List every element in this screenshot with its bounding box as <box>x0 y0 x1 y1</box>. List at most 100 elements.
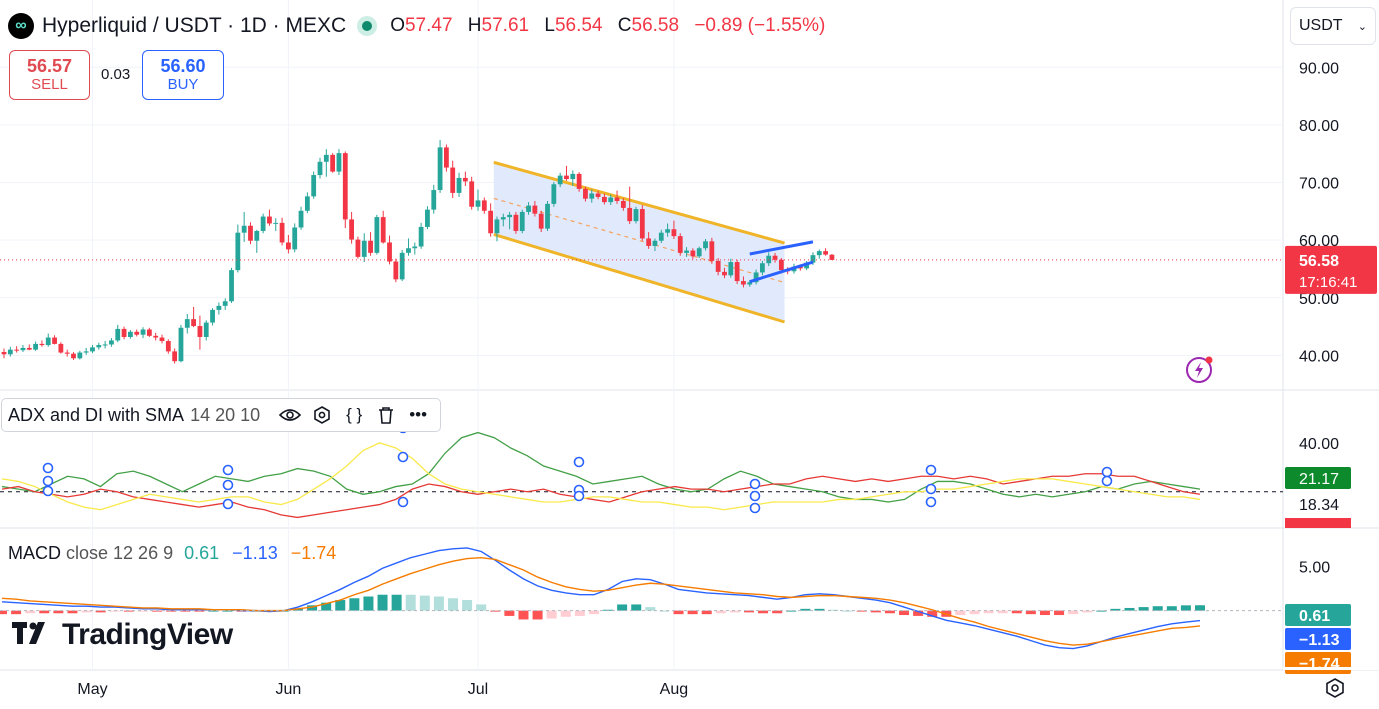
candle <box>507 211 512 230</box>
buy-button[interactable]: 56.60 BUY <box>142 50 224 100</box>
cross-marker <box>397 496 409 508</box>
candle <box>159 334 165 344</box>
candle <box>646 232 652 249</box>
macd-histogram-bar <box>1054 610 1065 616</box>
candle <box>39 340 45 347</box>
candle <box>374 214 380 255</box>
candle <box>722 267 727 279</box>
sell-button[interactable]: 56.57 SELL <box>9 50 90 100</box>
candle-body <box>753 272 759 283</box>
candle <box>292 223 298 253</box>
candle <box>178 324 184 363</box>
candle-body <box>722 271 727 276</box>
macd-legend[interactable]: MACD close 12 26 9 0.61 −1.13 −1.74 <box>8 543 336 564</box>
macd-histogram-bar <box>1082 610 1093 613</box>
source-code-icon[interactable]: { } <box>346 405 363 424</box>
candle-body <box>58 343 64 353</box>
candle-body <box>304 196 310 211</box>
macd-histogram-bar <box>518 610 529 620</box>
candle <box>690 248 696 260</box>
candle <box>557 172 563 188</box>
candle-body <box>159 337 165 342</box>
candle <box>658 229 664 244</box>
macd-histogram-bar <box>39 610 50 614</box>
candle-body <box>816 251 822 256</box>
candle <box>513 211 519 234</box>
macd-histogram-bar <box>180 610 191 612</box>
candle-body <box>7 349 13 355</box>
macd-histogram-bar <box>391 594 402 611</box>
macd-histogram-bar <box>814 608 825 611</box>
candle-body <box>639 209 645 239</box>
cross-marker <box>925 483 937 495</box>
candle-body <box>273 222 279 224</box>
macd-histogram-bar <box>1110 608 1121 611</box>
sell-label: SELL <box>31 75 68 93</box>
candle <box>462 171 468 186</box>
candle-body <box>374 217 380 253</box>
cross-marker <box>42 475 54 487</box>
candle-body <box>115 328 121 341</box>
more-icon[interactable]: ••• <box>409 405 428 424</box>
candle <box>570 170 576 186</box>
macd-histogram-bar <box>0 610 7 615</box>
candle <box>412 242 418 255</box>
candle <box>526 202 531 215</box>
candle <box>216 302 222 315</box>
candle-body <box>595 193 601 197</box>
trash-icon[interactable] <box>370 406 402 424</box>
candle-body <box>45 337 51 346</box>
candle <box>52 335 57 345</box>
channel-upper-line <box>493 160 785 245</box>
candle <box>406 238 411 256</box>
adx-legend[interactable]: ADX and DI with SMA 14 20 10 { } ••• <box>1 398 442 432</box>
plus-di-badge-label: 21.17 <box>1299 471 1339 488</box>
candle <box>184 313 190 334</box>
settings-icon[interactable] <box>306 406 338 424</box>
plus-di-badge-bg <box>1285 467 1351 489</box>
candle <box>816 249 822 259</box>
macd-histogram-bar <box>1166 606 1177 611</box>
channel-midline <box>493 197 785 284</box>
candle <box>33 341 38 351</box>
flash-icon[interactable] <box>1184 354 1214 384</box>
candle <box>500 213 506 227</box>
hyperliquid-logo-icon: ∞ <box>8 13 34 39</box>
candle-body <box>96 345 102 348</box>
candle-body <box>684 250 689 253</box>
macd-signal-badge-label: −1.74 <box>1299 656 1340 673</box>
candle <box>602 193 607 205</box>
high-label: H <box>467 15 482 36</box>
tradingview-logo[interactable]: TradingView <box>12 618 233 652</box>
candle-body <box>658 232 664 241</box>
plus-di-badge: 21.17 <box>1285 467 1351 489</box>
candle-body <box>412 246 418 249</box>
symbol-title[interactable]: Hyperliquid / USDT · 1D · MEXC <box>42 14 347 37</box>
candle-body <box>90 347 95 352</box>
macd-histogram-bar <box>349 598 360 611</box>
candle <box>146 327 152 337</box>
candle <box>488 203 494 237</box>
candle <box>399 249 405 282</box>
open-value: 57.47 <box>404 15 453 36</box>
candle-body <box>741 281 746 285</box>
eye-icon[interactable] <box>274 408 306 422</box>
candle-body <box>545 203 550 229</box>
currency-select[interactable]: USDT ⌄ <box>1290 7 1376 45</box>
candle-body <box>614 197 620 201</box>
candle <box>210 308 215 326</box>
macd-histogram-bar <box>222 610 233 612</box>
cross-marker <box>1101 466 1113 478</box>
settings-gear-icon[interactable] <box>1322 675 1348 701</box>
macd-histogram-bar <box>631 604 642 611</box>
candle-body <box>620 200 626 208</box>
candle-body <box>235 232 241 271</box>
candle <box>368 232 373 256</box>
macd-histogram-bar <box>800 608 811 611</box>
macd-histogram-bar <box>1068 610 1079 615</box>
high-value: 57.61 <box>481 15 530 36</box>
candle <box>772 252 778 263</box>
cross-marker <box>573 490 585 502</box>
minus-di-badge-label: 18.34 <box>1299 497 1339 514</box>
